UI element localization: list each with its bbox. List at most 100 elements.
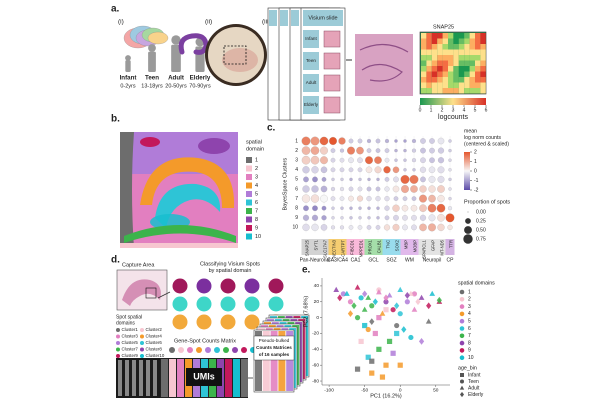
heatmap-cell bbox=[431, 55, 438, 61]
heatmap-cell bbox=[426, 33, 432, 39]
size-key bbox=[463, 234, 473, 244]
matrix-genes bbox=[116, 358, 160, 398]
legend-label: 2 bbox=[255, 166, 258, 172]
dot bbox=[437, 194, 445, 203]
slide-row-box bbox=[303, 96, 319, 114]
heatmap-cell bbox=[475, 49, 481, 55]
group-box bbox=[364, 239, 383, 255]
dot bbox=[357, 186, 363, 192]
dot bbox=[384, 138, 390, 144]
group-box bbox=[400, 239, 419, 255]
matrix-stripe bbox=[177, 359, 184, 397]
legend-label: 6 bbox=[255, 200, 258, 206]
slide-title: Visium slide bbox=[308, 15, 337, 21]
caption: of 16 samples bbox=[259, 352, 290, 357]
point bbox=[397, 286, 404, 292]
point bbox=[394, 302, 400, 310]
heatmap-cell bbox=[480, 33, 486, 39]
heatmap-cell bbox=[448, 82, 454, 88]
pseudo-stripe bbox=[262, 331, 270, 391]
heatmap-cell bbox=[442, 88, 448, 94]
heatmap-cell bbox=[464, 55, 470, 61]
point bbox=[358, 295, 364, 301]
heatmap-cell bbox=[475, 82, 481, 88]
capture-tissue bbox=[122, 279, 161, 306]
point bbox=[369, 358, 375, 364]
dot bbox=[301, 136, 311, 146]
slide-card-tab bbox=[269, 10, 277, 26]
region bbox=[120, 132, 134, 248]
gene-label: MT-ND5 bbox=[440, 239, 445, 255]
dot bbox=[448, 158, 452, 162]
dot bbox=[338, 137, 346, 145]
axis-title: BayesSpace Clusters bbox=[282, 158, 288, 211]
spot-key bbox=[223, 347, 229, 353]
cluster-swatch bbox=[116, 347, 120, 352]
spot bbox=[172, 314, 188, 330]
point bbox=[347, 299, 354, 305]
legend-swatch bbox=[459, 340, 465, 346]
heatmap-cell bbox=[453, 66, 459, 72]
heatmap-cell bbox=[458, 44, 465, 50]
point bbox=[358, 338, 364, 345]
legend-label: 3 bbox=[255, 174, 258, 180]
dot bbox=[375, 225, 381, 230]
point bbox=[425, 318, 432, 324]
spot bbox=[220, 314, 236, 330]
slide-card-tab bbox=[280, 10, 288, 26]
group-label: SGZ bbox=[386, 257, 396, 263]
slide-row: Adult bbox=[306, 80, 317, 85]
region bbox=[155, 183, 221, 228]
dot bbox=[302, 214, 310, 221]
capture-area bbox=[323, 52, 341, 70]
cluster-swatch bbox=[140, 334, 144, 339]
dot bbox=[448, 168, 452, 172]
dot bbox=[358, 206, 362, 210]
dot bbox=[420, 147, 426, 154]
point bbox=[394, 322, 400, 329]
spot bbox=[220, 278, 236, 294]
capture-area bbox=[323, 30, 341, 48]
y-tick-label: 20 bbox=[314, 299, 320, 305]
colorbar-tick-label: 2 bbox=[474, 149, 477, 155]
row-label: 7 bbox=[295, 196, 298, 202]
gene-label: SPARCL1 bbox=[422, 239, 427, 258]
he-texture bbox=[359, 43, 409, 82]
spot-key bbox=[178, 347, 184, 353]
heatmap-cell bbox=[442, 82, 448, 88]
point bbox=[365, 326, 371, 333]
group-box bbox=[445, 239, 455, 255]
heatmap-cell bbox=[464, 77, 470, 83]
colorbar-tick-label: 5 bbox=[474, 107, 477, 113]
dot bbox=[347, 146, 355, 155]
spot bbox=[220, 296, 236, 312]
spot bbox=[244, 314, 260, 330]
x-axis-title: PC1 (16.2%) bbox=[370, 393, 402, 399]
heatmap-cell bbox=[448, 60, 454, 66]
dot bbox=[357, 157, 363, 164]
dot bbox=[310, 194, 320, 203]
dot bbox=[348, 186, 354, 192]
legend-label: 1 bbox=[255, 157, 258, 163]
colorbar-tick-label: 1 bbox=[430, 107, 433, 113]
panel-label: d. bbox=[111, 255, 120, 266]
dot bbox=[448, 177, 452, 182]
heatmap-cell bbox=[421, 88, 427, 94]
spot-key bbox=[232, 347, 238, 353]
dot bbox=[392, 166, 400, 174]
legend-label: 9 bbox=[468, 348, 471, 354]
heatmap-cell bbox=[437, 33, 443, 39]
dot bbox=[429, 157, 435, 164]
legend-label: Adult bbox=[468, 385, 480, 391]
dot bbox=[310, 136, 320, 146]
heatmap-cell bbox=[421, 66, 427, 72]
dot bbox=[384, 205, 390, 211]
point bbox=[372, 330, 378, 337]
y-tick-label: -40 bbox=[312, 347, 319, 353]
dot bbox=[320, 224, 328, 231]
dot bbox=[302, 166, 310, 174]
legend-label: 10 bbox=[255, 234, 261, 240]
dot bbox=[428, 194, 436, 203]
dot bbox=[321, 215, 327, 221]
dot bbox=[376, 177, 380, 182]
